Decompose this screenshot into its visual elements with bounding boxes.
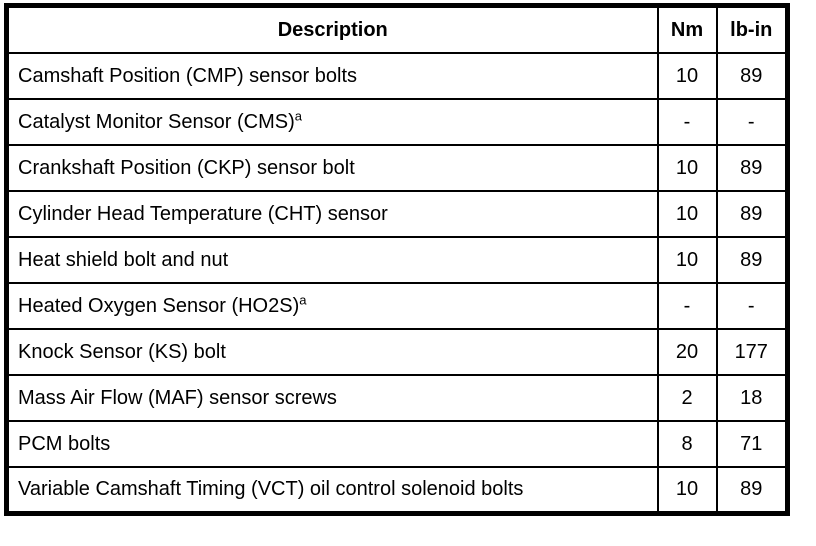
torque-spec-table: Description Nm lb-in Camshaft Position (…	[4, 3, 790, 516]
description-cell: Knock Sensor (KS) bolt	[5, 328, 659, 376]
lb-in-value-cell: 89	[715, 52, 789, 100]
header-row: Description Nm lb-in	[5, 4, 789, 54]
header-nm: Nm	[656, 4, 718, 54]
nm-value-cell: 10	[656, 466, 718, 514]
lb-in-value-cell: -	[715, 98, 789, 146]
header-lb-in: lb-in	[715, 4, 789, 54]
nm-value-cell: 10	[656, 144, 718, 192]
torque-spec-table-container: Description Nm lb-in Camshaft Position (…	[4, 3, 790, 516]
table-row: Catalyst Monitor Sensor (CMS)a - -	[5, 98, 789, 146]
nm-value-cell: 10	[656, 52, 718, 100]
lb-in-value-cell: 89	[715, 190, 789, 238]
table-row: Camshaft Position (CMP) sensor bolts 10 89	[5, 52, 789, 100]
lb-in-value-cell: 89	[715, 466, 789, 514]
lb-in-value-cell: 89	[715, 236, 789, 284]
nm-value-cell: 20	[656, 328, 718, 376]
lb-in-value-cell: 18	[715, 374, 789, 422]
nm-value-cell: -	[656, 98, 718, 146]
nm-value-cell: 10	[656, 190, 718, 238]
table-row: Knock Sensor (KS) bolt 20 177	[5, 328, 789, 376]
table-row: Heat shield bolt and nut 10 89	[5, 236, 789, 284]
table-row: Heated Oxygen Sensor (HO2S)a - -	[5, 282, 789, 330]
description-cell: Crankshaft Position (CKP) sensor bolt	[5, 144, 659, 192]
lb-in-value-cell: 177	[715, 328, 789, 376]
description-cell: Cylinder Head Temperature (CHT) sensor	[5, 190, 659, 238]
footnote-marker: a	[294, 107, 302, 123]
table-row: Cylinder Head Temperature (CHT) sensor 10…	[5, 190, 789, 238]
lb-in-value-cell: 71	[715, 420, 789, 468]
nm-value-cell: 10	[656, 236, 718, 284]
table-header: Description Nm lb-in	[5, 4, 789, 54]
nm-value-cell: 2	[656, 374, 718, 422]
description-cell: Heat shield bolt and nut	[5, 236, 659, 284]
table-row: Mass Air Flow (MAF) sensor screws 2 18	[5, 374, 789, 422]
description-cell: Mass Air Flow (MAF) sensor screws	[5, 374, 659, 422]
table-row: Crankshaft Position (CKP) sensor bolt 10 8…	[5, 144, 789, 192]
lb-in-value-cell: 89	[715, 144, 789, 192]
footnote-marker: a	[299, 291, 307, 307]
description-cell: Variable Camshaft Timing (VCT) oil contr…	[5, 466, 659, 514]
header-description: Description	[5, 4, 659, 54]
nm-value-cell: 8	[656, 420, 718, 468]
table-row: PCM bolts 8 71	[5, 420, 789, 468]
description-cell: Heated Oxygen Sensor (HO2S)a	[5, 282, 659, 330]
table-row: Variable Camshaft Timing (VCT) oil contr…	[5, 466, 789, 514]
lb-in-value-cell: -	[715, 282, 789, 330]
description-cell: PCM bolts	[5, 420, 659, 468]
description-cell: Catalyst Monitor Sensor (CMS)a	[5, 98, 659, 146]
spec-table-body: Camshaft Position (CMP) sensor bolts 10 89…	[5, 52, 789, 514]
nm-value-cell: -	[656, 282, 718, 330]
description-cell: Camshaft Position (CMP) sensor bolts	[5, 52, 659, 100]
